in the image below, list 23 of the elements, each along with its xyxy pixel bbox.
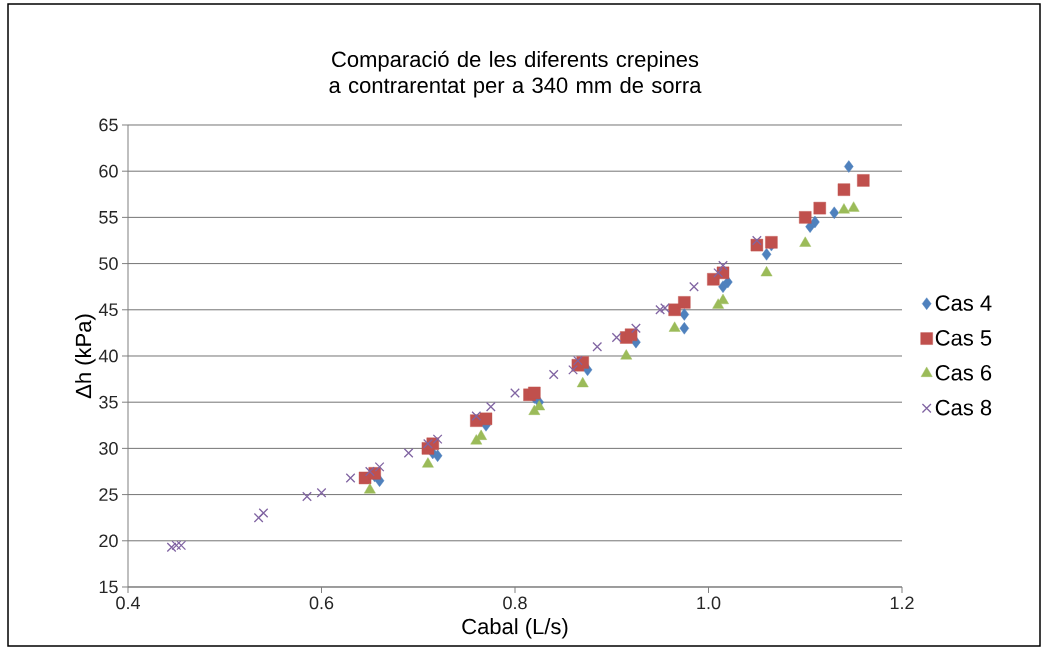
chart-title: Comparació de les diferents crepines a contrarentat per a 340 mm de sorra <box>329 50 702 98</box>
y-tick-label: 35 <box>99 395 118 409</box>
y-tick-label: 30 <box>99 442 118 455</box>
y-tick-label: 45 <box>98 303 118 317</box>
x-axis-title: Cabal (L/s) <box>462 618 568 639</box>
y-tick-label: 20 <box>99 534 118 548</box>
legend-label: Cas 5 <box>935 330 992 346</box>
x-tick-label: 0.6 <box>309 596 334 610</box>
x-tick-label: 1.0 <box>697 596 721 610</box>
y-tick-label: 50 <box>99 257 118 270</box>
y-tick-label: 25 <box>99 488 118 501</box>
y-tick-label: 40 <box>98 349 118 363</box>
x-tick-label: 0.8 <box>503 596 527 610</box>
y-axis-title: Δh (kPa) <box>75 314 96 399</box>
legend-label: Cas 8 <box>935 399 992 416</box>
y-tick-label: 55 <box>99 211 118 224</box>
legend-label: Cas 4 <box>935 295 992 311</box>
x-tick-label: 1.2 <box>890 596 914 610</box>
y-tick-label: 65 <box>99 118 118 132</box>
legend-label: Cas 6 <box>935 364 992 381</box>
y-tick-label: 15 <box>99 580 118 594</box>
y-tick-label: 60 <box>99 164 118 178</box>
x-tick-label: 0.4 <box>116 596 140 610</box>
